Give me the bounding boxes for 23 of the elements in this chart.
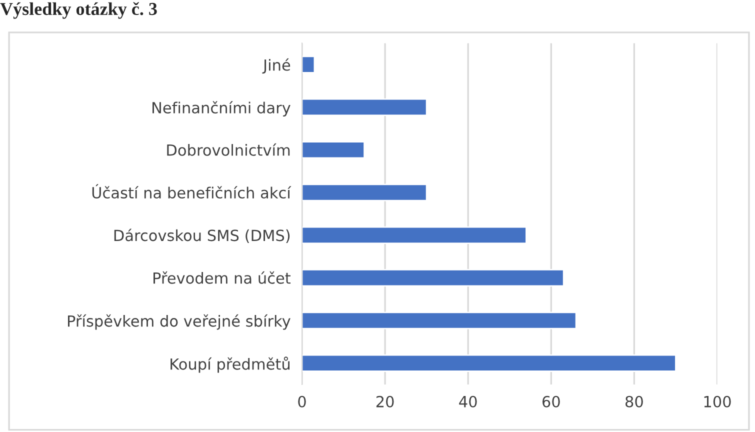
x-tick-label: 20 — [376, 396, 394, 408]
bar — [302, 184, 428, 202]
bar — [302, 56, 316, 74]
y-tick-label: Nefinančními dary — [152, 101, 290, 116]
x-tick-label: 0 — [298, 396, 306, 408]
bar — [302, 98, 428, 116]
bar — [302, 141, 365, 159]
text: Výsledky otázky č. 3 — [0, 2, 157, 19]
y-tick-label: Dobrovolnictvím — [167, 143, 290, 156]
y-tick-label: Převodem na účet — [154, 271, 291, 284]
y-tick-label: Dárcovskou SMS (DMS) — [114, 228, 290, 243]
bar — [302, 226, 527, 244]
x-tick-label: 40 — [459, 396, 477, 408]
x-tick-label: 60 — [542, 396, 560, 408]
y-tick-label: Koupí předmětů — [170, 356, 290, 373]
bar — [302, 269, 564, 287]
y-tick-label: Příspěvkem do veřejné sbírky — [68, 314, 290, 330]
y-tick-label: Účastí na benefičních akcí — [92, 184, 292, 199]
y-tick-label: Jiné — [262, 58, 290, 74]
bar — [302, 354, 676, 372]
bar — [302, 312, 577, 330]
x-tick-label: 80 — [626, 396, 643, 408]
x-tick-label: 100 — [704, 396, 731, 408]
